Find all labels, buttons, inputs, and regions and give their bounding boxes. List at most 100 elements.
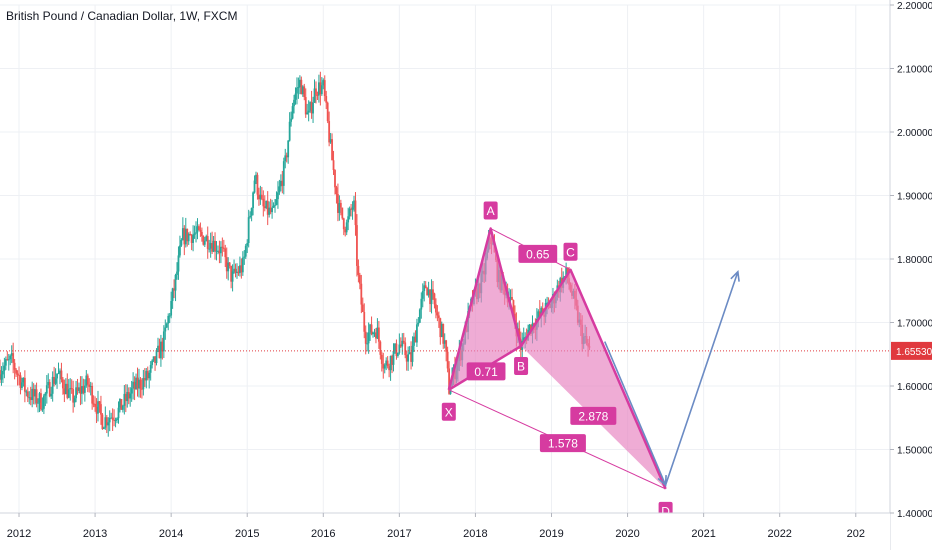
- candle-body: [284, 155, 287, 162]
- candle: [290, 111, 293, 127]
- candle-body: [436, 312, 439, 316]
- candle-body: [364, 331, 367, 344]
- candle-body: [104, 417, 107, 428]
- candle: [370, 316, 373, 336]
- time-tick-label: 2019: [539, 528, 563, 540]
- candle: [382, 352, 385, 379]
- candle: [50, 386, 53, 400]
- candle: [416, 318, 418, 347]
- candle-body: [375, 332, 377, 339]
- candle-body: [29, 397, 32, 400]
- candle: [277, 181, 279, 209]
- price-tick-label: 1.50000: [897, 446, 932, 457]
- candle: [433, 292, 436, 309]
- candle: [296, 77, 298, 105]
- candle: [423, 280, 426, 302]
- candle-body: [221, 246, 224, 248]
- candle-body: [509, 297, 512, 299]
- time-axis-bg: [0, 513, 890, 550]
- candle-body: [108, 418, 111, 423]
- candle-body: [152, 356, 155, 361]
- candle: [56, 373, 58, 389]
- candle: [26, 387, 29, 403]
- price-tick-label: 2.00000: [897, 128, 932, 139]
- candle-body: [250, 208, 253, 216]
- candle-body: [432, 289, 434, 294]
- candle-body: [281, 180, 284, 186]
- candle: [342, 217, 345, 236]
- candle: [145, 367, 148, 389]
- candle: [244, 243, 247, 259]
- candle-body: [6, 359, 9, 361]
- candle-body: [401, 340, 404, 347]
- candle-body: [386, 360, 389, 367]
- candle-body: [366, 343, 369, 345]
- candle: [108, 410, 111, 432]
- candle: [127, 387, 130, 405]
- candle: [224, 244, 227, 268]
- candle: [119, 398, 121, 413]
- candle-body: [107, 422, 110, 426]
- candle-body: [249, 215, 252, 218]
- candle: [319, 71, 322, 106]
- candle: [6, 351, 9, 361]
- candle: [399, 337, 402, 348]
- candle-body: [345, 222, 348, 233]
- candle: [34, 384, 37, 405]
- chart-title: British Pound / Canadian Dollar, 1W, FXC…: [6, 9, 238, 23]
- candle-body: [247, 217, 250, 243]
- candle: [377, 320, 380, 349]
- ratio-text: 0.71: [474, 365, 498, 379]
- candle-body: [518, 328, 521, 340]
- candle: [104, 406, 107, 430]
- candle: [184, 217, 187, 248]
- candle-body: [331, 139, 333, 161]
- candle-body: [13, 362, 16, 370]
- candle-body: [79, 387, 82, 394]
- candle: [439, 317, 442, 345]
- candle: [173, 279, 175, 299]
- candle-body: [10, 353, 13, 356]
- candle-body: [142, 378, 145, 390]
- candle-body: [293, 99, 295, 107]
- candle: [407, 346, 410, 371]
- candle-body: [21, 382, 23, 388]
- candle-body: [410, 352, 412, 362]
- candle-body: [512, 300, 515, 314]
- candle: [430, 279, 433, 314]
- candle-body: [177, 255, 180, 272]
- candle: [181, 217, 184, 241]
- candle-body: [296, 87, 298, 94]
- candle-body: [189, 233, 192, 236]
- candle: [239, 256, 241, 277]
- candle: [15, 368, 17, 377]
- candle-body: [186, 228, 189, 242]
- candle-body: [342, 218, 345, 230]
- candle: [306, 103, 309, 115]
- candle-body: [160, 341, 162, 359]
- candle: [348, 206, 351, 220]
- candle-body: [209, 243, 212, 249]
- candle-body: [300, 79, 303, 95]
- candle: [107, 417, 110, 437]
- candle-body: [69, 387, 72, 390]
- candle-body: [70, 387, 73, 390]
- candle-body: [259, 194, 262, 200]
- candle: [54, 368, 57, 386]
- ratio-badge: [539, 434, 586, 453]
- time-tick-label: 2020: [615, 528, 639, 540]
- candle-body: [75, 387, 77, 399]
- candle-body: [67, 389, 70, 398]
- candle: [315, 81, 317, 104]
- candle-body: [291, 106, 294, 119]
- candle-body: [260, 194, 263, 199]
- candle-body: [130, 388, 133, 394]
- candle: [307, 100, 310, 122]
- candle: [263, 195, 266, 212]
- candle: [356, 214, 358, 277]
- candle: [183, 225, 186, 256]
- candle-body: [339, 202, 342, 208]
